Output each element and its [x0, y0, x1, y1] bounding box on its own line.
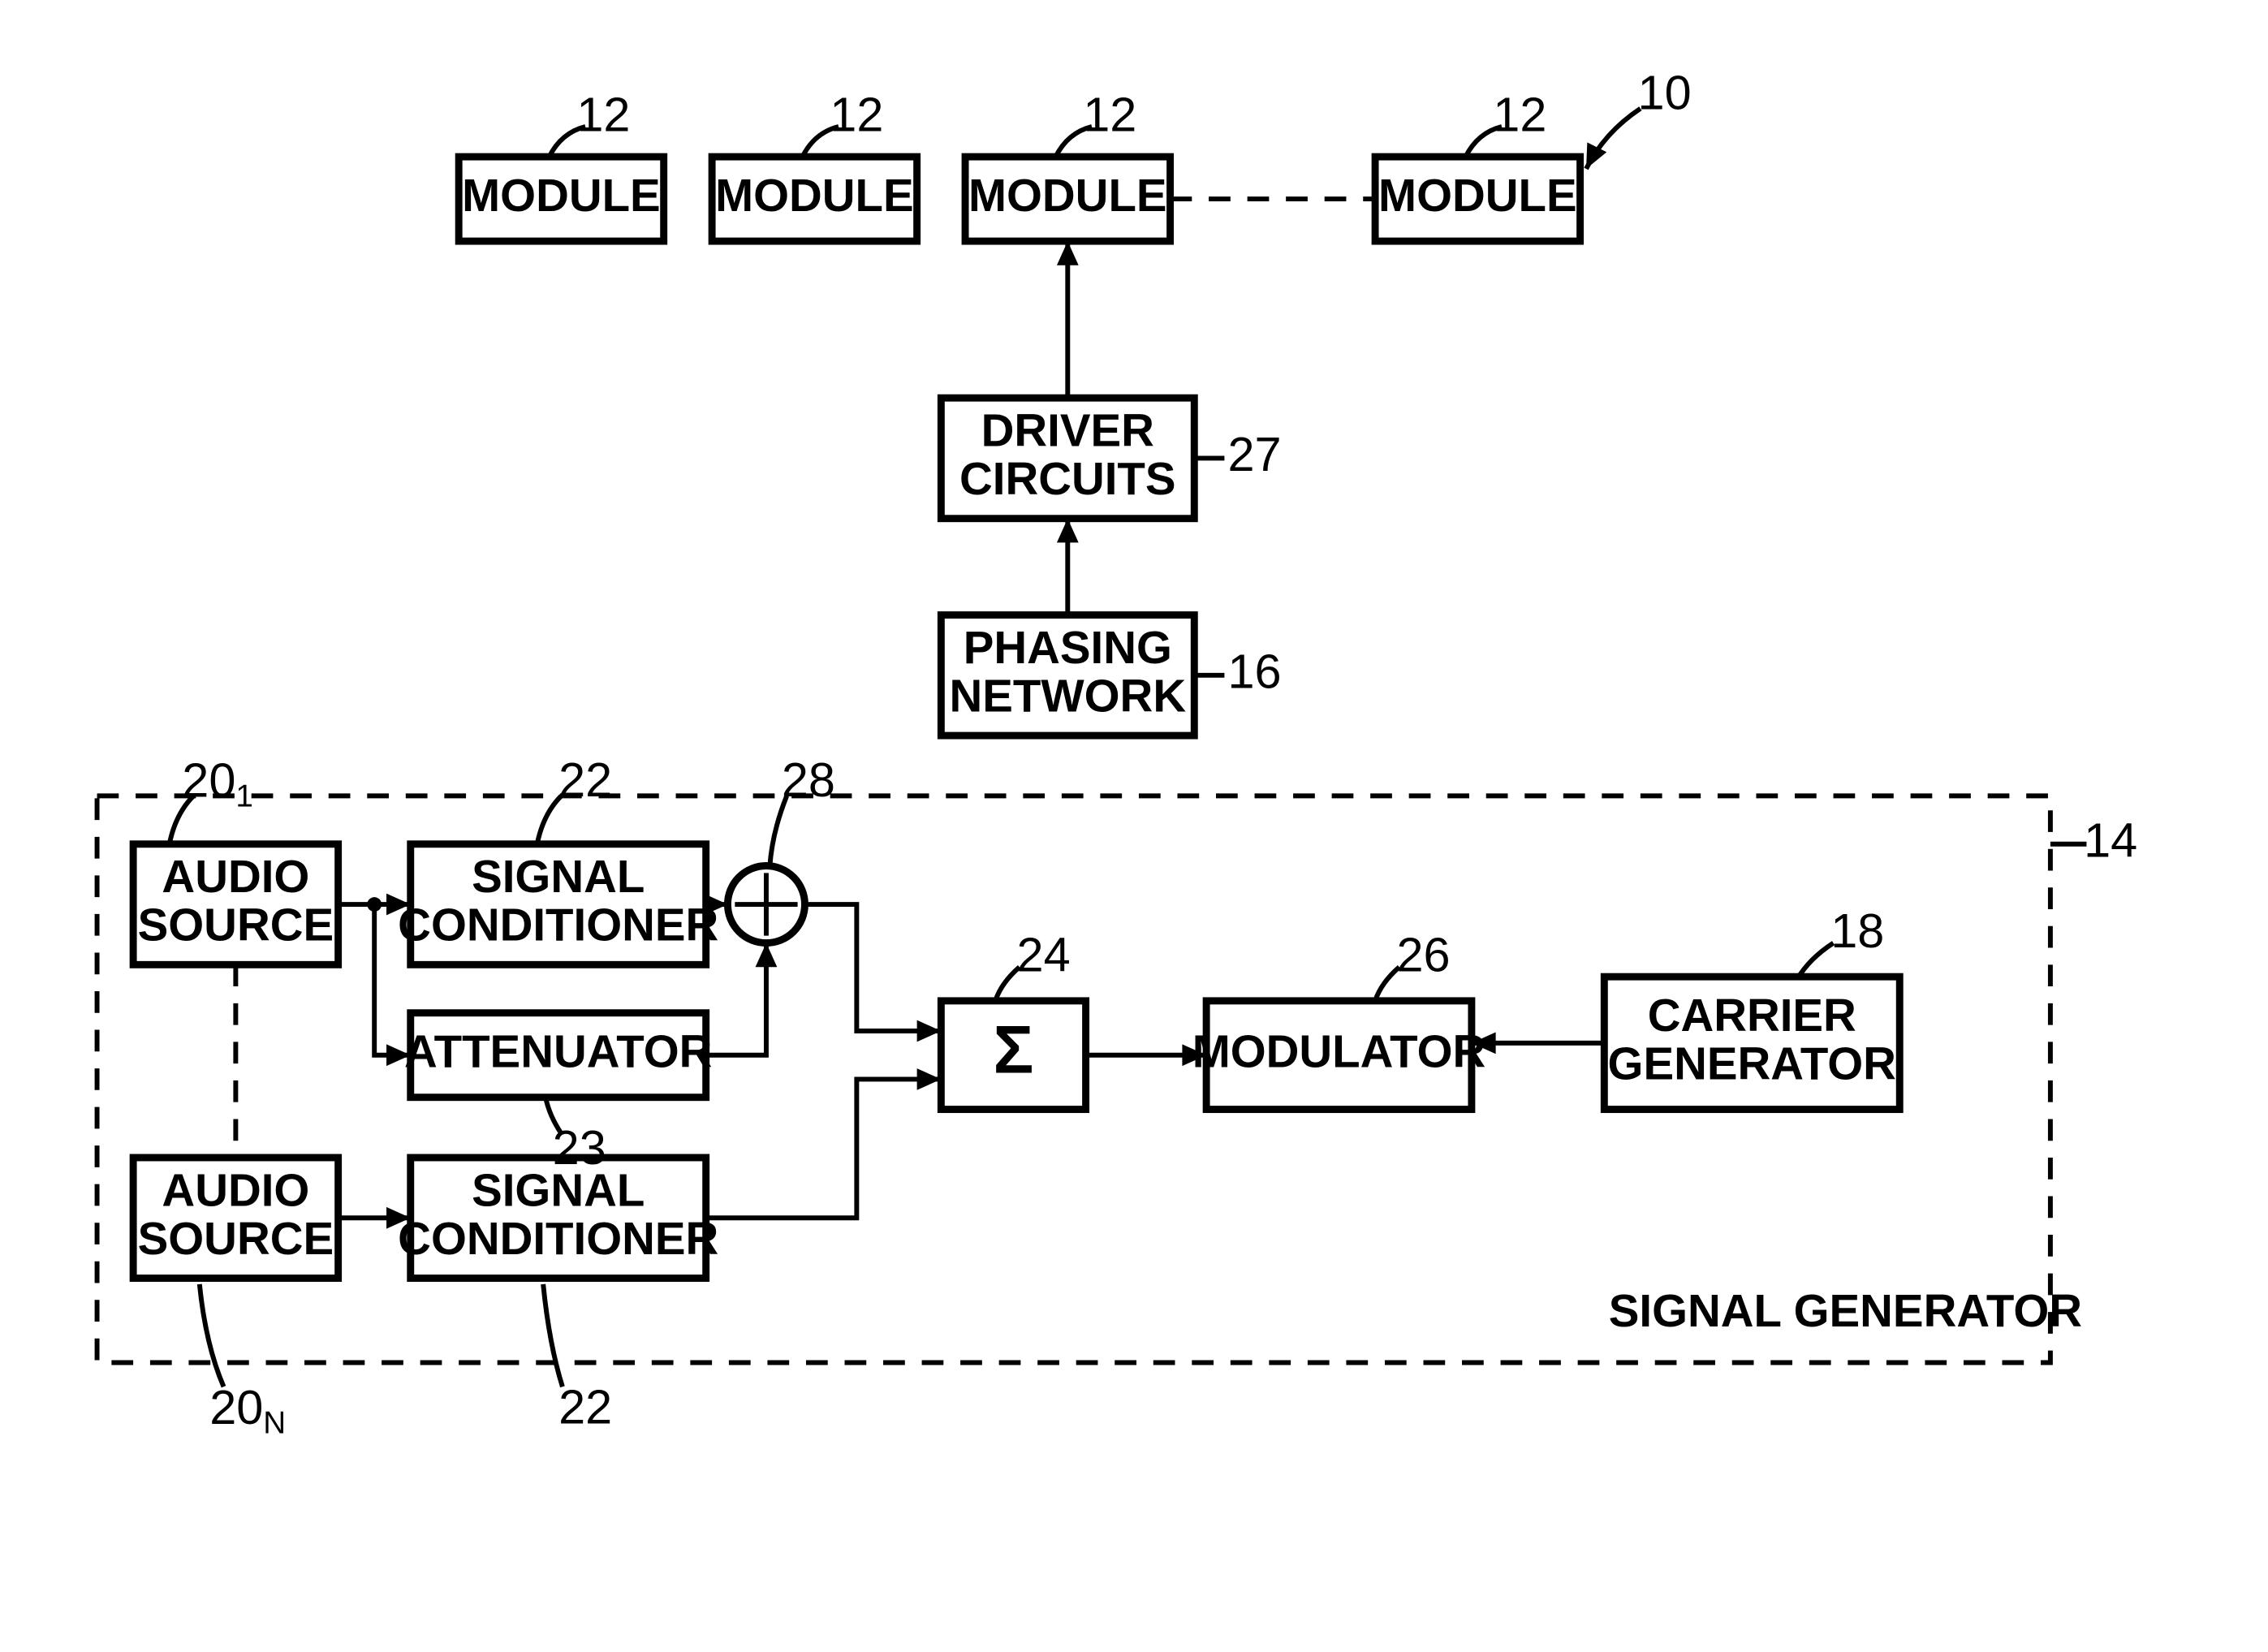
ref-16: 16 — [1228, 645, 1282, 699]
aud1-label: AUDIO — [162, 851, 309, 902]
ref-18: 18 — [1830, 904, 1884, 958]
module2-label: MODULE — [715, 170, 914, 221]
cond2-label: CONDITIONER — [398, 1213, 718, 1264]
phasing-label: PHASING — [964, 622, 1172, 673]
ref-12: 12 — [1493, 87, 1546, 141]
phasing-label: NETWORK — [950, 670, 1187, 721]
svg-text:SIGNAL GENERATOR: SIGNAL GENERATOR — [1609, 1285, 2082, 1336]
ref-22: 22 — [558, 753, 612, 807]
ref-20: 201 — [182, 753, 253, 813]
ref-27: 27 — [1228, 427, 1282, 481]
aud2-label: SOURCE — [138, 1213, 334, 1264]
module4-label: MODULE — [1378, 170, 1577, 221]
ref-12: 12 — [1083, 87, 1136, 141]
module3-label: MODULE — [968, 170, 1167, 221]
ref-23: 23 — [553, 1120, 606, 1175]
driver-label: DRIVER — [981, 405, 1154, 456]
mod-label: MODULATOR — [1192, 1026, 1486, 1077]
ref-28: 28 — [782, 753, 835, 807]
ref-22: 22 — [558, 1380, 612, 1434]
ref-24: 24 — [1017, 928, 1071, 982]
cond1-label: SIGNAL — [472, 851, 645, 902]
atten-label: ATTENUATOR — [404, 1026, 712, 1077]
cond1-label: CONDITIONER — [398, 899, 718, 951]
module1-label: MODULE — [462, 170, 661, 221]
aud2-label: AUDIO — [162, 1164, 309, 1215]
ref-10: 10 — [1638, 66, 1692, 120]
aud1-label: SOURCE — [138, 899, 334, 951]
ref-14: 14 — [2084, 813, 2137, 867]
ref-12: 12 — [576, 87, 630, 141]
sum-label: Σ — [993, 1012, 1033, 1088]
driver-label: CIRCUITS — [959, 453, 1176, 504]
ref-26: 26 — [1396, 928, 1450, 982]
ref-20: 20N — [209, 1380, 286, 1441]
carrier-label: CARRIER — [1648, 990, 1856, 1041]
ref-12: 12 — [830, 87, 883, 141]
carrier-label: GENERATOR — [1608, 1037, 1896, 1089]
